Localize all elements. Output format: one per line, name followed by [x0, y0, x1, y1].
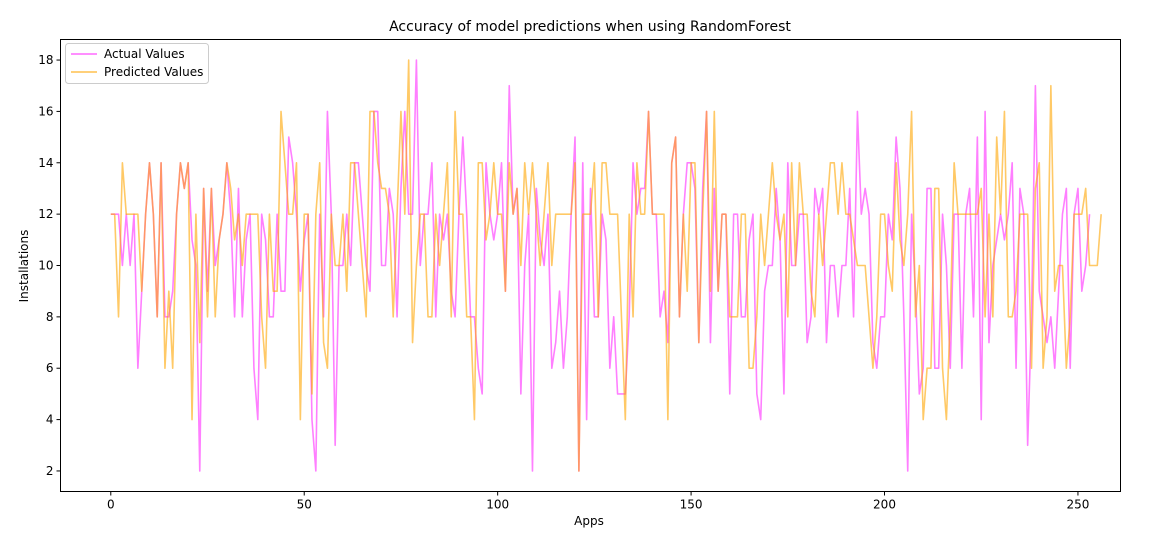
x-tick-label: 200	[873, 498, 896, 512]
legend-label-actual: Actual Values	[104, 47, 185, 61]
chart-title: Accuracy of model predictions when using…	[389, 19, 791, 35]
legend-label-predicted: Predicted Values	[104, 65, 203, 79]
y-tick-label: 6	[46, 361, 54, 375]
y-axis-title: Installations	[17, 230, 31, 303]
x-tick-label: 250	[1066, 498, 1089, 512]
x-tick-label: 150	[680, 498, 703, 512]
x-axis-title: Apps	[574, 514, 604, 528]
y-tick-label: 2	[46, 464, 54, 478]
x-tick-label: 50	[297, 498, 312, 512]
y-tick-label: 8	[46, 310, 54, 324]
x-tick-label: 100	[486, 498, 509, 512]
y-tick-label: 18	[38, 53, 53, 67]
y-tick-label: 10	[38, 259, 53, 273]
plot-area	[110, 59, 1102, 472]
series-line-predicted-values	[110, 59, 1102, 472]
y-tick-label: 4	[46, 413, 54, 427]
y-tick-label: 14	[38, 156, 53, 170]
x-tick-label: 0	[107, 498, 115, 512]
legend-box	[65, 43, 209, 84]
legend: Actual Values Predicted Values	[65, 43, 209, 84]
y-tick-label: 12	[38, 207, 53, 221]
axis-ticks: 0 50 100 150 200 250 2 4 6 8 10 12 14 16 18	[38, 53, 1089, 511]
plot-frame	[60, 39, 1121, 492]
y-tick-label: 16	[38, 104, 53, 118]
